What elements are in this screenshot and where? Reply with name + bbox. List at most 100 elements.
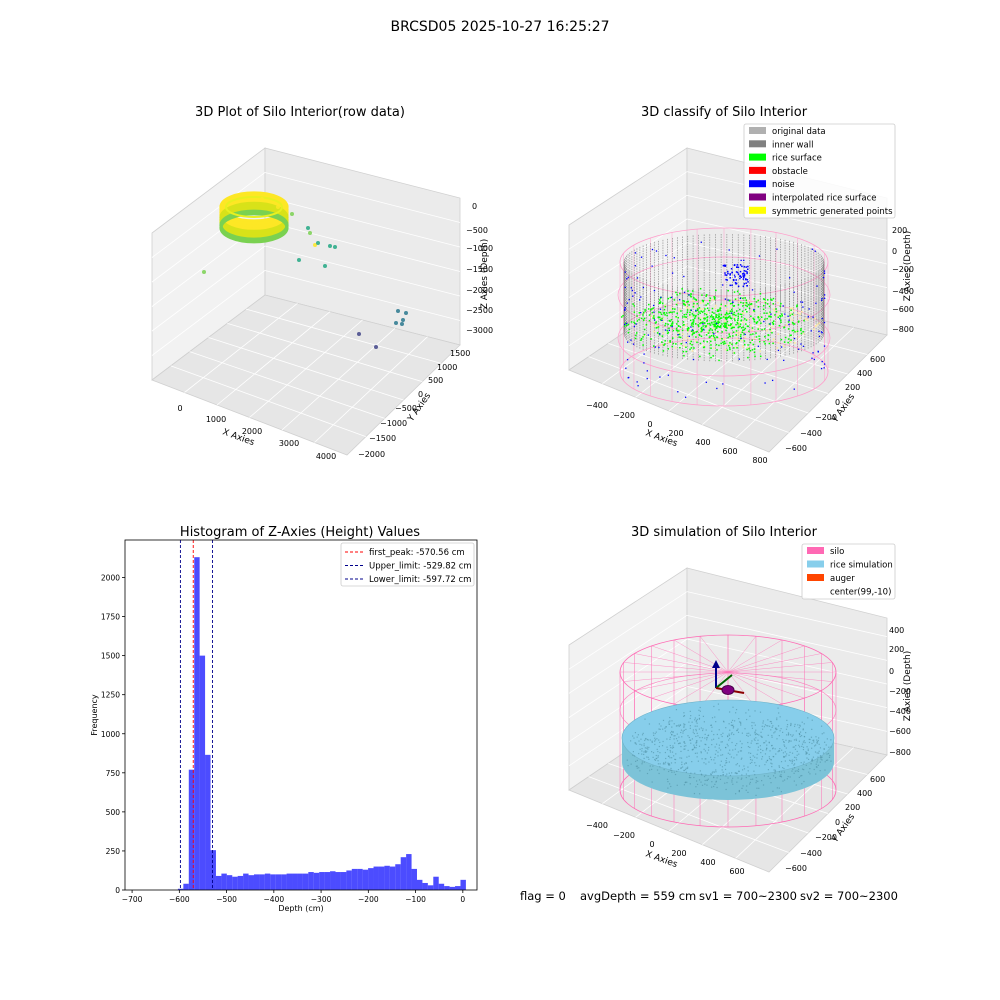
noise-point	[733, 279, 735, 282]
histogram-bar	[302, 873, 309, 890]
rice-particle	[741, 732, 743, 734]
rice-particle	[646, 746, 648, 748]
rice-particle	[751, 721, 753, 724]
symmetric-point	[662, 320, 664, 323]
rice-surface-point	[770, 316, 772, 318]
gridline	[568, 194, 688, 274]
rice-particle	[769, 725, 771, 727]
rice-surface-point	[698, 333, 701, 336]
rice-particle	[778, 735, 780, 737]
gridline	[686, 614, 888, 661]
rice-particle	[830, 739, 832, 741]
rice-particle	[669, 716, 671, 719]
symmetric-point	[806, 319, 809, 321]
symmetric-point	[735, 346, 737, 348]
symmetric-point	[750, 324, 752, 327]
symmetric-point	[699, 329, 702, 331]
rice-surface-point	[689, 319, 692, 322]
rice-particle	[669, 720, 671, 722]
rice-particle	[683, 769, 685, 772]
histogram-bar	[194, 557, 200, 890]
rice-surface-point	[716, 310, 719, 312]
rice-particle	[711, 781, 713, 783]
rice-particle	[798, 727, 800, 729]
rice-particle	[824, 761, 826, 763]
symmetric-point	[702, 344, 705, 347]
rice-particle	[644, 750, 647, 752]
rice-surface-point	[740, 333, 742, 336]
rice-surface-point	[710, 322, 713, 324]
rice-surface-point	[748, 330, 750, 333]
rice-particle	[767, 769, 770, 771]
rice-surface-point	[694, 317, 696, 320]
rice-particle	[632, 754, 634, 756]
rice-surface-point	[694, 298, 696, 300]
rice-particle	[704, 758, 706, 760]
rice-surface-point	[758, 335, 760, 337]
symmetric-point	[726, 304, 728, 306]
histogram-bar	[351, 868, 358, 890]
rice-surface-point	[737, 315, 740, 318]
rice-particle	[746, 732, 748, 735]
rice-surface-point	[704, 325, 707, 327]
rice-particle	[747, 791, 749, 793]
panel1-points	[202, 197, 408, 349]
noise-point	[740, 259, 742, 262]
rice-surface-point	[630, 321, 633, 323]
panel1-ytick: 500	[428, 376, 443, 385]
rice-particle	[751, 727, 754, 729]
rice-surface-point	[740, 301, 742, 304]
rice-particle	[755, 737, 757, 739]
rice-particle	[688, 776, 691, 779]
flag-status: flag = 0	[520, 889, 566, 903]
rice-particle	[783, 755, 785, 758]
rice-particle	[711, 739, 713, 741]
panel4-ztick: 400	[889, 626, 904, 635]
rice-particle	[711, 726, 713, 728]
panel2-ytick: −600	[785, 444, 807, 453]
histogram-bar	[455, 886, 461, 890]
histogram-bar	[259, 874, 265, 890]
rice-particle	[720, 734, 722, 736]
rice-surface-point	[679, 346, 681, 349]
legend-label: silo	[830, 547, 844, 557]
rice-particle	[671, 747, 674, 749]
noise-point	[782, 305, 784, 307]
rice-particle	[740, 724, 742, 726]
rice-surface-point	[689, 309, 692, 311]
rice-surface-point	[662, 350, 665, 352]
rice-particle	[641, 744, 643, 746]
panel2-ytick: −400	[800, 429, 822, 438]
rice-particle	[679, 742, 681, 744]
raw-point	[401, 318, 405, 322]
rice-surface-point	[706, 319, 709, 321]
rice-particle	[795, 744, 797, 747]
noise-point	[821, 297, 823, 300]
panel2-ztick: −800	[892, 325, 914, 334]
rice-surface-point	[714, 320, 717, 322]
rice-surface-point	[688, 304, 690, 306]
rice-particle	[643, 757, 645, 760]
rice-surface-point	[743, 328, 746, 331]
rice-particle	[805, 764, 807, 766]
rice-surface-point	[779, 305, 782, 308]
rice-particle	[682, 730, 684, 732]
rice-surface-point	[713, 321, 715, 323]
rice-surface-point	[652, 317, 655, 319]
rice-surface-point	[768, 342, 771, 345]
rice-surface-point	[708, 323, 711, 325]
rice-particle	[677, 769, 680, 771]
noise-point	[653, 319, 656, 321]
noise-point	[742, 278, 745, 280]
rice-particle	[710, 773, 712, 775]
noise-point	[726, 279, 728, 281]
rice-surface-point	[705, 326, 707, 328]
rice-surface-point	[679, 292, 681, 295]
rice-particle	[732, 749, 734, 751]
rice-particle	[676, 784, 678, 786]
rice-surface-point	[640, 337, 643, 340]
rice-particle	[799, 725, 801, 727]
symmetric-point	[653, 330, 656, 333]
histogram-bar	[188, 769, 195, 890]
symmetric-point	[794, 342, 796, 344]
